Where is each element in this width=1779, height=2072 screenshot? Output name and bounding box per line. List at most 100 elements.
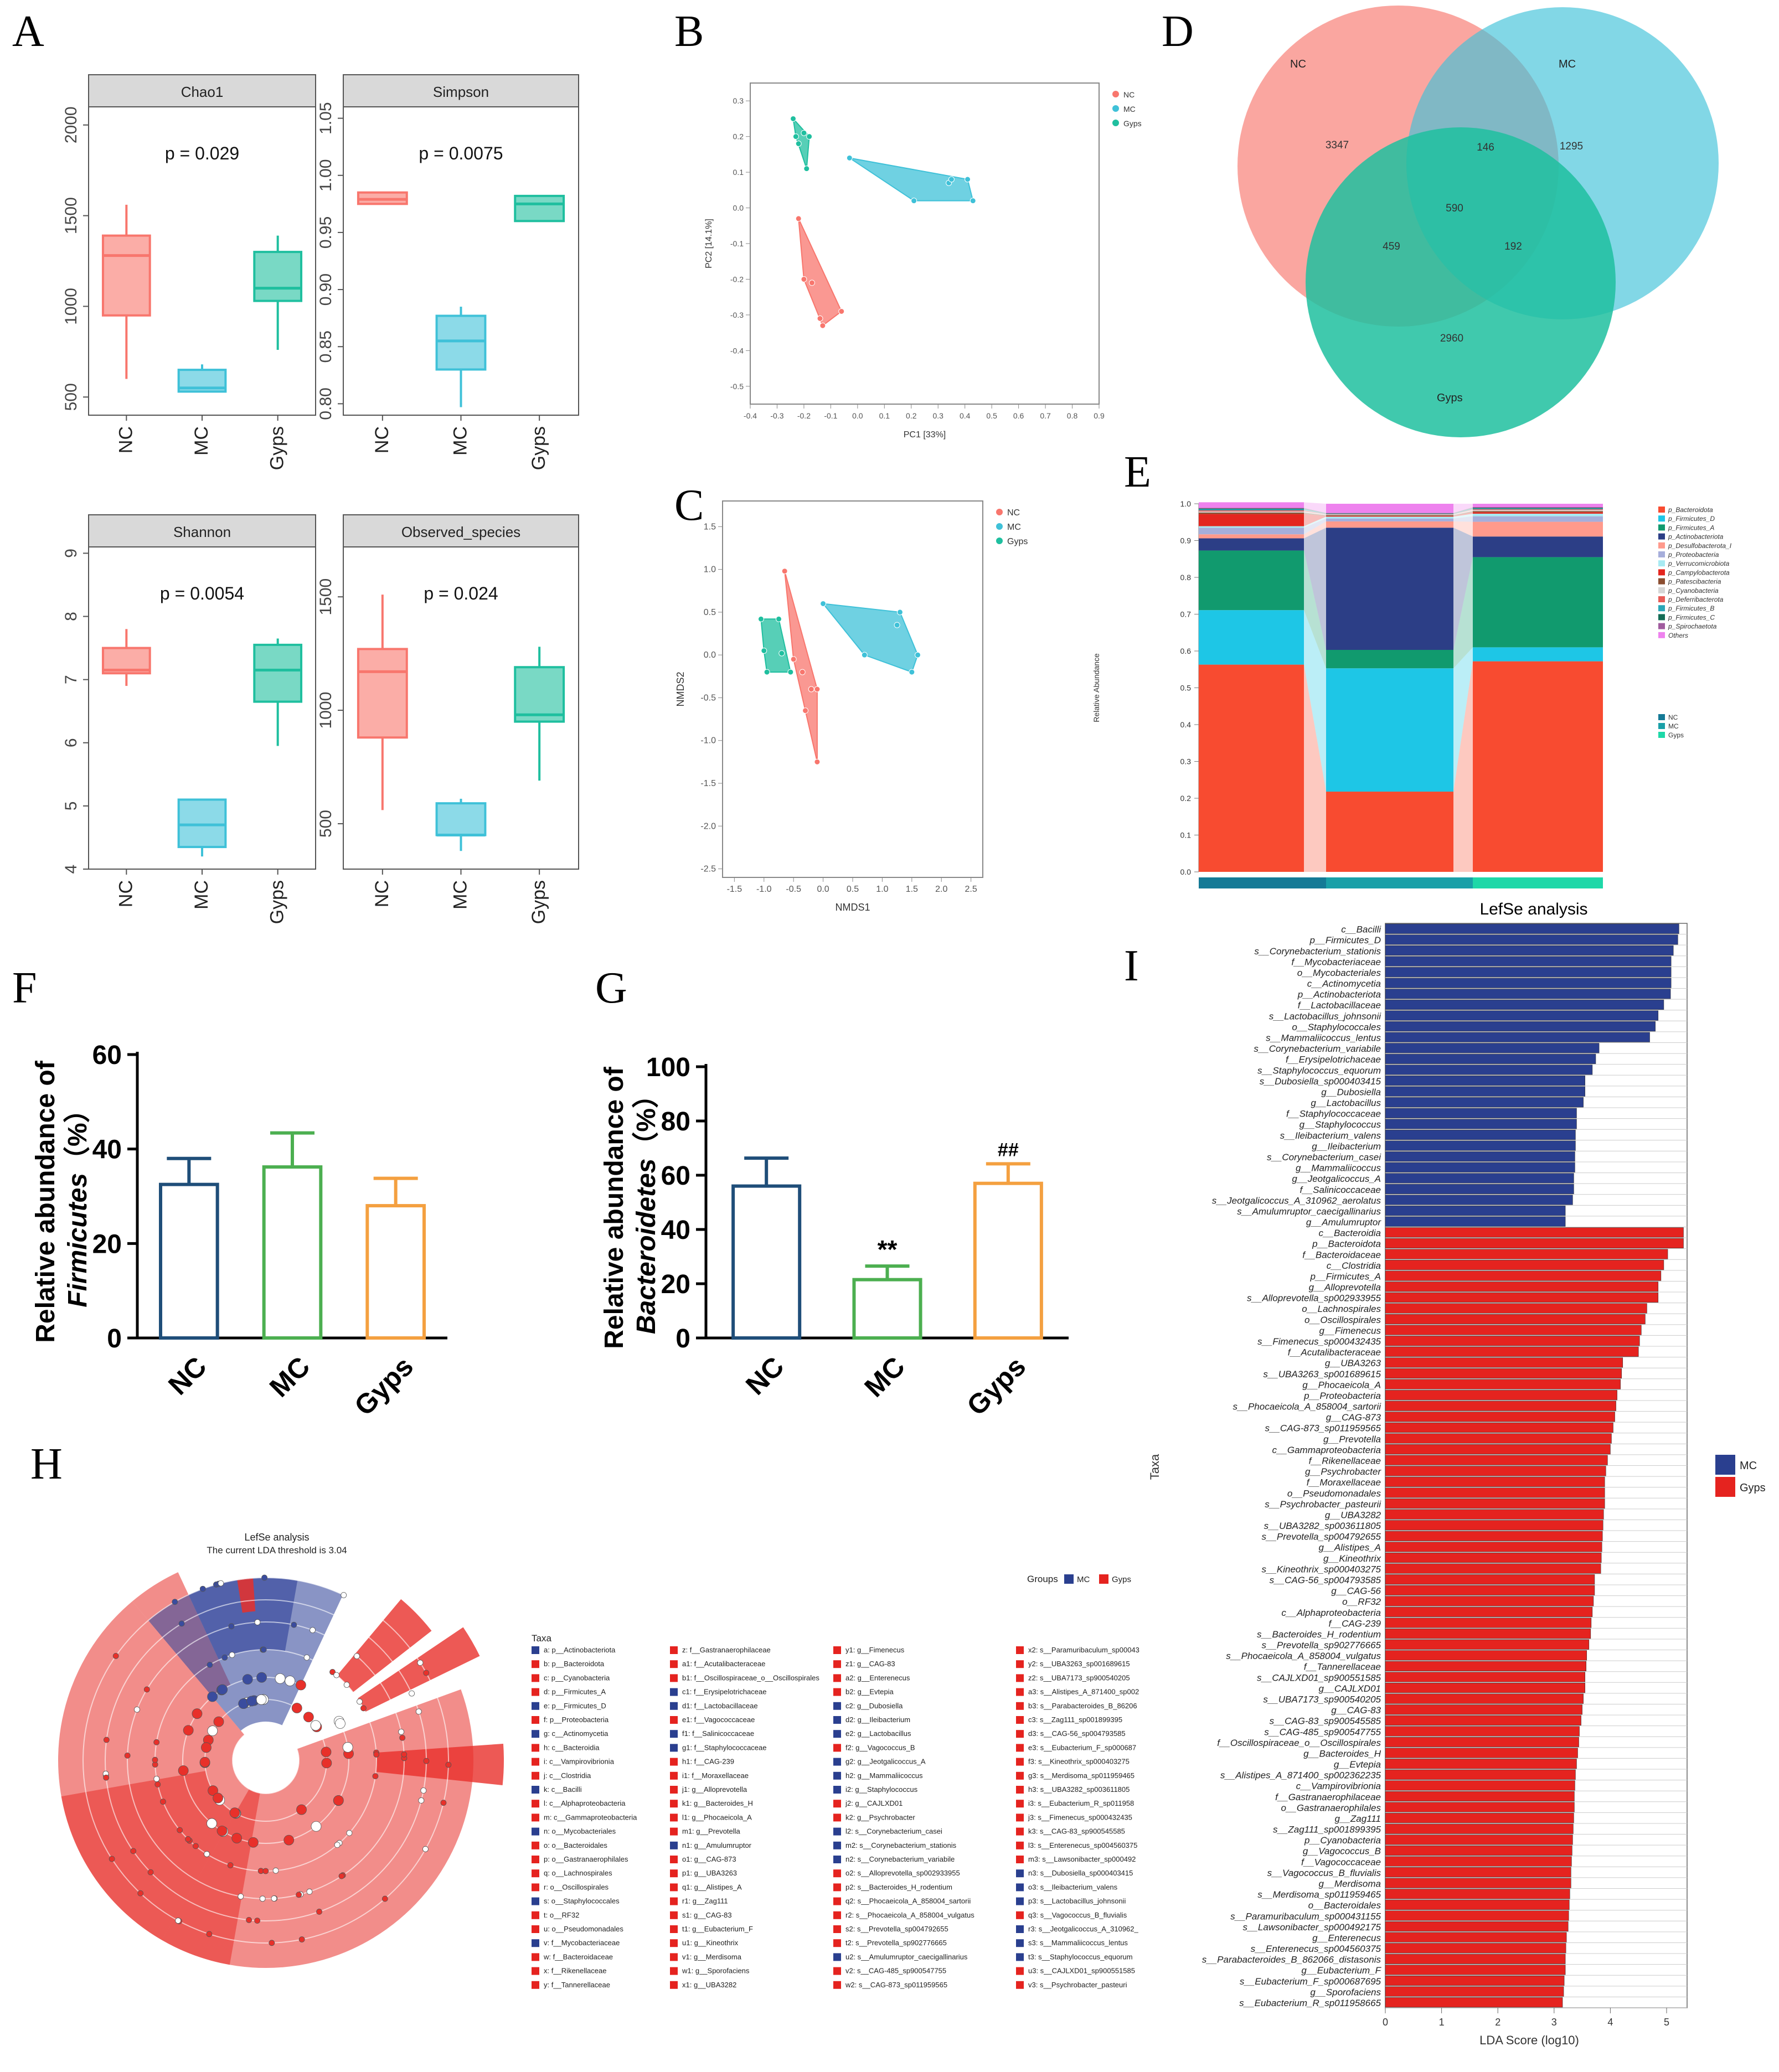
y-tick-label: 1.00 [317,159,335,192]
y-tick-label: 0.0 [733,204,744,213]
taxa-legend-label: w: f__Bacteroidaceae [543,1952,613,1961]
clade-node [229,1807,240,1818]
clade-node [152,1756,158,1763]
legend-label: p_Deferribacterota [1668,596,1724,603]
x-tick-label: Gyps [267,426,288,470]
lda-bar [1385,1650,1587,1661]
lda-bar [1385,1780,1575,1791]
y-tick-label: 0.5 [704,608,716,617]
taxa-legend-swatch [1016,1925,1024,1933]
stack-segment [1326,668,1453,792]
x-tick-label: 5 [1664,2017,1669,2028]
sample-point [820,600,827,607]
legend-swatch [1658,569,1665,576]
taxa-legend-swatch [1016,1897,1024,1905]
taxa-legend-label: n1: g__Amulumruptor [682,1841,752,1849]
taxon-label: p__Proteobacteria [1303,1391,1381,1401]
clade-node [341,1592,347,1598]
lda-bar [1385,967,1672,978]
taxon-label: o__Mycobacteriales [1297,968,1381,978]
taxa-legend-label: d2: g__Ileibacterium [845,1716,910,1724]
clade-node [423,1670,430,1676]
taxon-label: s__Enterenecus_sp004560375 [1251,1944,1381,1954]
x-tick-label: 2.5 [965,885,977,894]
lda-bar [1385,1813,1574,1823]
clade-node [178,1765,189,1776]
taxa-legend-swatch [1016,1702,1024,1710]
lda-bar [1385,1010,1659,1021]
taxon-label: c__Alphaproteobacteria [1281,1608,1381,1618]
taxa-legend-swatch [670,1925,678,1933]
taxon-label: s__Ileibacterium_valens [1280,1130,1381,1141]
taxa-legend-label: m: c__Gammaproteobacteria [544,1813,637,1821]
taxa-legend-label: c2: g__Dubosiella [845,1702,903,1710]
lda-bar [1385,1563,1601,1574]
clade-node [247,1837,259,1848]
legend-swatch-mc [1715,1455,1735,1475]
flow-band [1453,513,1473,519]
taxa-legend-swatch [670,1688,678,1696]
taxon-label: c__Bacteroidia [1319,1228,1381,1238]
clade-node [334,1842,341,1848]
legend-label: MC [1123,105,1136,113]
taxa-legend-label: s3: s__Mammaliicoccus_lentus [1028,1939,1128,1947]
lda-bar [1385,1238,1684,1249]
lda-bar [1385,1661,1587,1672]
clade-node [147,1869,154,1875]
lda-bar [1385,1119,1577,1129]
taxa-legend-swatch [833,1688,841,1696]
clade-node [172,1599,178,1605]
taxa-legend-label: b3: s__Parabacteroides_B_86206 [1028,1702,1137,1710]
taxon-label: f__Vagococcaceae [1301,1857,1381,1867]
taxa-legend-label: y: f__Tannerellaceae [544,1981,610,1989]
legend-swatch [1658,632,1665,638]
sample-point [970,198,976,204]
venn-region-count: 459 [1383,241,1400,252]
taxon-label: s__Mammaliicoccus_lentus [1266,1032,1381,1043]
taxa-legend-label: l: c__Alphaproteobacteria [544,1799,626,1807]
clade-node [154,1781,161,1787]
stack-segment [1326,504,1453,513]
clade-node [207,1662,213,1668]
group-strip-mc [1326,877,1473,888]
legend-swatch [1658,732,1665,738]
lda-bar [1385,1336,1640,1346]
clade-node [175,1918,182,1924]
taxa-legend-label: f2: g__Vagococcus_B [845,1743,915,1751]
taxon-label: o__Pseudomonadales [1287,1488,1381,1499]
taxa-legend-label: b2: g__Evtepia [845,1688,894,1696]
taxa-legend-label: i: c__Vampirovibrionia [544,1758,615,1766]
lda-bar [1385,1270,1662,1281]
taxon-label: f__CAG-239 [1329,1618,1381,1629]
taxa-legend-label: d3: s__CAG-56_sp004793585 [1028,1729,1126,1738]
clade-node [285,1676,296,1686]
lda-bar [1385,1476,1605,1487]
taxon-label: g__Enterenecus [1312,1933,1381,1943]
stack-segment [1199,538,1304,551]
legend-label: p_Campylobacterota [1668,569,1730,576]
taxa-legend-label: z: f__Gastranaerophilaceae [682,1646,771,1654]
taxon-label: g__Staphylococcus [1300,1119,1381,1130]
sample-point [778,650,785,657]
lda-bar [1385,1184,1574,1195]
lda-bar [1385,1021,1656,1032]
clade-node [283,1835,295,1846]
y-tick-label: 0 [107,1324,122,1353]
clade-node [207,1725,218,1737]
clade-node [246,1696,257,1707]
legend-swatch [1658,587,1665,593]
y-axis-label: Relative abundance of Bacteroidetes（%） [600,1066,661,1348]
clade-node [310,1627,316,1634]
taxon-label: c__Actinomycetia [1307,979,1381,989]
x-tick-label: 0.5 [986,411,997,420]
clade-sector-gyps [237,1578,256,1613]
taxon-label: s__Prevotella_sp004792655 [1261,1532,1381,1542]
taxa-legend-label: p1: g__UBA3263 [682,1869,737,1877]
sample-point [894,622,900,628]
y-axis-label: Taxa [1148,1454,1162,1480]
taxa-legend-label: l1: g__Phocaeicola_A [682,1813,752,1821]
taxa-legend-swatch [1016,1771,1024,1780]
y-tick-label: 1500 [317,578,335,616]
flow-band [1453,504,1473,513]
y-tick-label: 0.85 [317,330,335,363]
